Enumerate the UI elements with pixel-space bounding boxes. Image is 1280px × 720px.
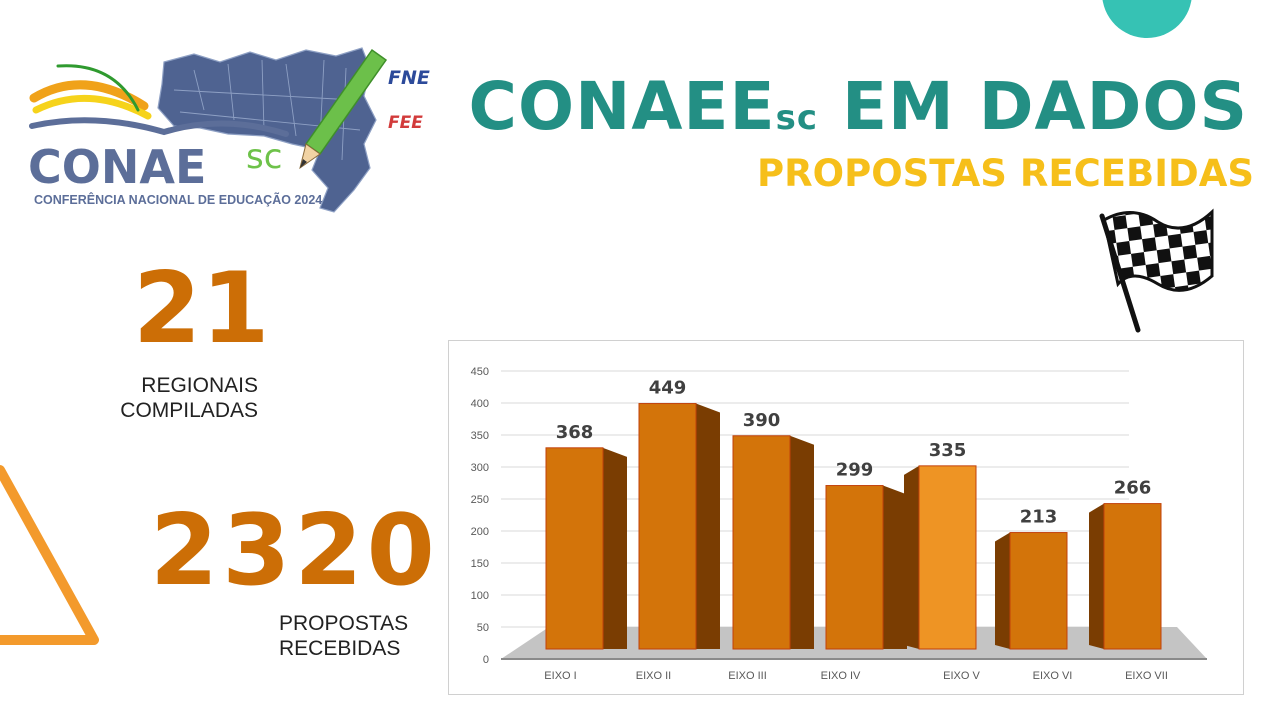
data-label: 390 (743, 410, 781, 431)
bar-chart-svg: 0 50 100 150 200 250 300 350 400 450 368 EIXO I 449 E… (471, 366, 1207, 682)
logo-tagline: CONFERÊNCIA NACIONAL DE EDUCAÇÃO 2024 (34, 192, 322, 207)
y-tick-label: 200 (471, 526, 489, 538)
propostas-caption: PROPOSTAS RECEBIDAS (279, 611, 408, 661)
regionais-count: 21 (133, 252, 270, 366)
bar (918, 465, 977, 650)
y-tick-label: 150 (471, 558, 489, 570)
data-label: 266 (1114, 478, 1152, 499)
pencil-icon (299, 48, 388, 170)
data-label: 368 (556, 422, 594, 443)
propostas-caption-line1: PROPOSTAS (279, 612, 409, 635)
data-label: 213 (1020, 507, 1058, 528)
y-tick-label: 0 (483, 654, 489, 666)
logo-swoosh (29, 64, 289, 137)
logo-wordmark: CONAE (28, 140, 206, 194)
bar (1103, 503, 1162, 650)
y-tick-label: 350 (471, 430, 489, 442)
decorative-teal-circle (1102, 0, 1192, 38)
bar-side (883, 485, 907, 649)
x-tick-label: EIXO I (544, 670, 576, 682)
propostas-caption-line2: RECEBIDAS (279, 637, 401, 660)
checkered-flag-icon (1099, 208, 1214, 333)
bar-chart: 0 50 100 150 200 250 300 350 400 450 368 EIXO I 449 E… (448, 340, 1244, 695)
title-sc: sc (775, 98, 818, 138)
fee-logo: FEE (388, 113, 423, 133)
data-label: 299 (836, 460, 874, 481)
decorative-triangle-outline (0, 465, 99, 645)
regionais-caption: REGIONAIS COMPILADAS (120, 373, 258, 423)
x-tick-label: EIXO IV (821, 670, 861, 682)
y-tick-label: 50 (477, 622, 489, 634)
logo-sc: sc (246, 137, 282, 177)
x-tick-label: EIXO V (943, 670, 980, 682)
y-tick-label: 300 (471, 462, 489, 474)
bar (1009, 532, 1068, 650)
bar-side (1089, 503, 1104, 649)
x-tick-label: EIXO VI (1033, 670, 1073, 682)
bar (825, 485, 884, 650)
bar (638, 403, 697, 650)
x-tick-label: EIXO III (728, 670, 767, 682)
title-main: CONAEE (468, 68, 776, 145)
bar (545, 447, 604, 650)
x-tick-label: EIXO II (636, 670, 671, 682)
bar-side (995, 532, 1010, 649)
regionais-caption-line1: REGIONAIS (141, 374, 258, 397)
fne-logo: FNE (388, 67, 430, 89)
bar (732, 435, 791, 650)
conae-logo: CONAE sc CONFERÊNCIA NACIONAL DE EDUCAÇÃ… (28, 47, 430, 213)
propostas-count: 2320 (150, 494, 439, 608)
data-label: 335 (929, 440, 967, 461)
data-label: 449 (649, 378, 687, 399)
y-tick-label: 450 (471, 366, 489, 378)
title-rest: EM DADOS (817, 68, 1248, 145)
page-title: CONAEEsc EM DADOS (469, 68, 1248, 145)
y-tick-label: 100 (471, 590, 489, 602)
y-tick-label: 400 (471, 398, 489, 410)
bar-side (603, 447, 627, 649)
y-tick-label: 250 (471, 494, 489, 506)
bar-side (904, 465, 919, 649)
x-tick-label: EIXO VII (1125, 670, 1168, 682)
bar-side (696, 403, 720, 649)
page-subtitle: PROPOSTAS RECEBIDAS (757, 152, 1254, 195)
regionais-caption-line2: COMPILADAS (120, 399, 258, 422)
bar-side (790, 435, 814, 649)
